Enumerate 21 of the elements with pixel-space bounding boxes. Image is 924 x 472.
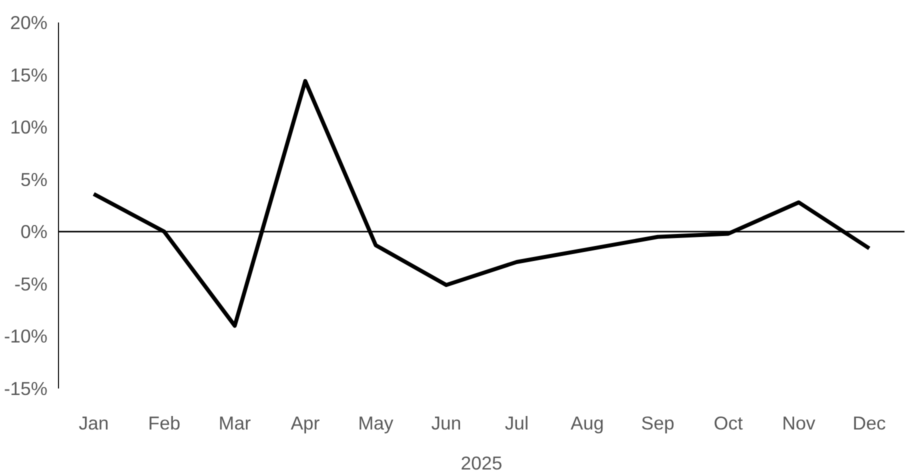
- x-tick-label: Sep: [641, 412, 674, 434]
- y-tick-label: 20%: [10, 12, 48, 33]
- y-tick-label: -10%: [4, 326, 48, 347]
- x-tick-label: Jan: [78, 412, 109, 434]
- y-tick-label: 5%: [20, 168, 48, 190]
- x-tick-label: Dec: [852, 412, 886, 434]
- y-tick-label: 0%: [20, 221, 48, 242]
- y-tick-label: 15%: [10, 64, 48, 86]
- x-tick-label: Oct: [714, 412, 744, 434]
- x-tick-label: Feb: [148, 412, 180, 434]
- x-tick-label: Mar: [218, 412, 251, 434]
- y-tick-label: -15%: [4, 378, 48, 399]
- x-tick-label: Aug: [570, 412, 604, 434]
- x-tick-label: Nov: [782, 412, 816, 434]
- x-tick-label: May: [358, 412, 394, 434]
- x-tick-label: Jul: [504, 412, 529, 434]
- y-tick-label: 10%: [10, 116, 48, 138]
- y-tick-label: -5%: [14, 273, 48, 294]
- x-tick-label: Apr: [290, 412, 320, 434]
- x-axis-title: 2025: [460, 452, 502, 472]
- x-tick-label: Jun: [431, 412, 462, 434]
